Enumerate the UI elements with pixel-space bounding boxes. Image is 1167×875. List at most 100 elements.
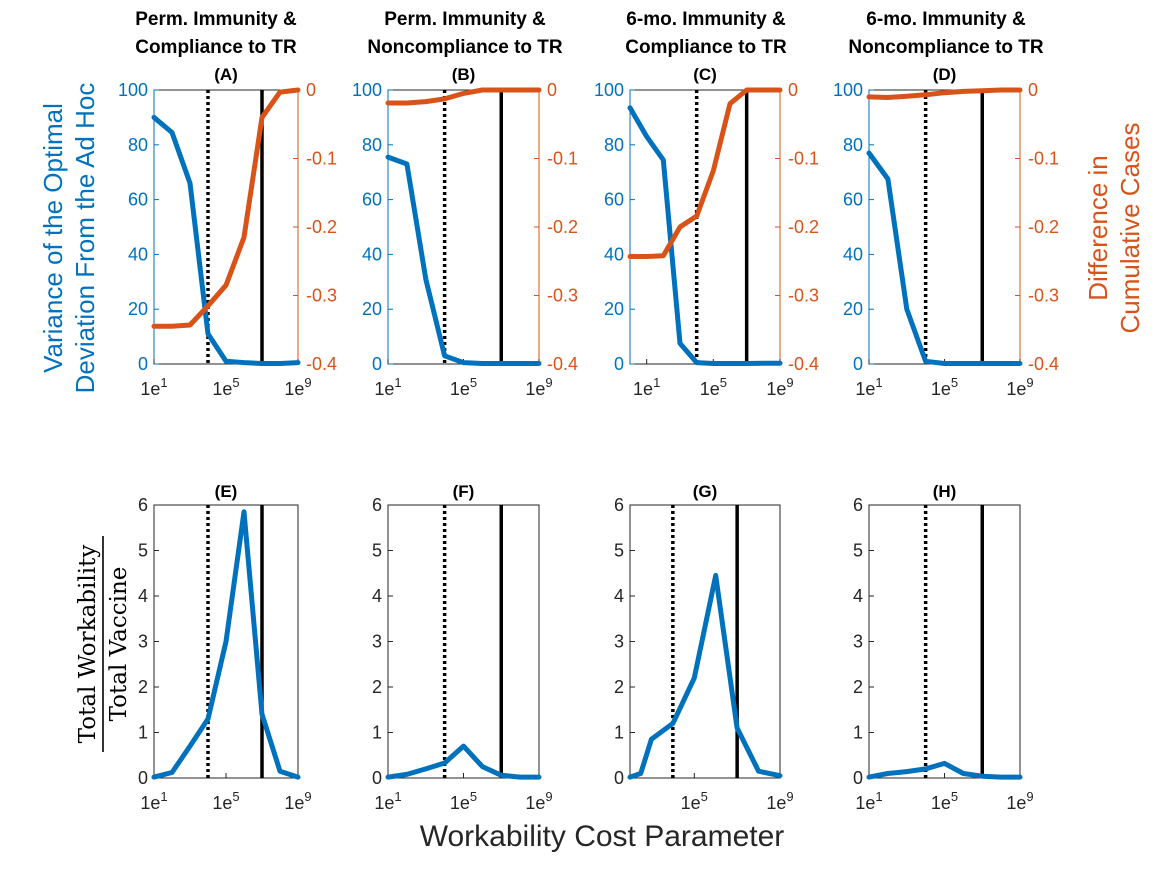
panel-a-title-line1: Perm. Immunity & <box>135 9 297 30</box>
panel-c-title-line2: Compliance to TR <box>625 37 787 58</box>
panel-h-label: (H) <box>933 482 957 501</box>
panel-g-label: (G) <box>693 482 718 501</box>
panel-d-ytick-label: 0 <box>853 354 863 374</box>
panel-g-ytick-label: 1 <box>614 723 624 743</box>
panel-d-ytick-label: 40 <box>843 244 863 264</box>
panel-a-axes-box <box>153 89 299 365</box>
right-ylabel-line1: Difference in <box>1083 155 1113 301</box>
panel-a-xtick-label: 1e5 <box>212 375 239 399</box>
panel-g-ytick-label: 6 <box>614 495 624 515</box>
bottom-ylabel: Total Workability Total Vaccine <box>75 536 132 752</box>
panel-f-axes-box <box>387 504 540 779</box>
panel-c-ytick-label: 100 <box>594 80 624 100</box>
panel-f-ytick-label: 0 <box>372 768 382 788</box>
panel-a-ytick-label: 100 <box>118 80 148 100</box>
panel-a-ytick-right-label: -0.1 <box>306 149 337 169</box>
panel-h-ytick-label: 1 <box>853 723 863 743</box>
panel-h-ytick-label: 6 <box>853 495 863 515</box>
panel-b-ytick-right-label: -0.1 <box>547 149 578 169</box>
panel-b-xtick-label: 1e1 <box>374 375 401 399</box>
panel-b-ytick-label: 100 <box>352 80 382 100</box>
panel-g-ytick-label: 5 <box>614 541 624 561</box>
panel-e-xtick-label: 1e1 <box>140 789 167 813</box>
panel-b-label: (B) <box>452 65 476 84</box>
panel-b-xtick-label: 1e5 <box>450 375 477 399</box>
panel-h-ytick-label: 4 <box>853 586 863 606</box>
panel-d-title-line1: 6-mo. Immunity & <box>866 9 1026 30</box>
panel-b-ytick-label: 40 <box>362 244 382 264</box>
panel-f-ytick-label: 6 <box>372 495 382 515</box>
panel-e-ytick-label: 2 <box>138 677 148 697</box>
panel-h-ytick-label: 0 <box>853 768 863 788</box>
panel-b-xtick-label: 1e9 <box>525 375 552 399</box>
panel-f-xtick-label: 1e9 <box>525 789 552 813</box>
panel-e-ytick-label: 3 <box>138 632 148 652</box>
panel-a-series-main-line <box>151 114 301 366</box>
panel-a-ytick-label: 80 <box>128 135 148 155</box>
panel-e-label: (E) <box>215 482 238 501</box>
panel-d-series-main-line <box>866 150 1023 366</box>
panel-c-series-main-line <box>627 105 783 366</box>
panel-h-xtick-label: 1e1 <box>855 789 882 813</box>
panel-f-ytick-label: 3 <box>372 632 382 652</box>
panel-c-ytick-label: 80 <box>604 135 624 155</box>
panel-b-title-line1: Perm. Immunity & <box>384 9 546 30</box>
panel-d-xtick-label: 1e5 <box>931 375 958 399</box>
panel-g-xtick-label: 1e9 <box>766 789 793 813</box>
panel-a-xtick-label: 1e1 <box>140 375 167 399</box>
panel-g-ytick-label: 4 <box>614 586 624 606</box>
left-ylabel: Variance of the Optimal Deviation From t… <box>38 83 100 394</box>
panel-d-ytick-label: 80 <box>843 135 863 155</box>
panel-e-xtick-label: 1e9 <box>284 789 311 813</box>
panel-d-title-line2: Noncompliance to TR <box>848 37 1044 58</box>
panel-c-ytick-label: 60 <box>604 190 624 210</box>
left-ylabel-line1: Variance of the Optimal <box>38 103 68 373</box>
panel-b-series-main-line <box>385 154 542 366</box>
bottom-ylabel-numerator: Total Workability <box>75 545 101 744</box>
panel-g-ytick-label: 2 <box>614 677 624 697</box>
panel-b-ytick-right-label: -0.4 <box>547 354 578 374</box>
panel-c-ytick-right-label: -0.3 <box>788 286 819 306</box>
panel-e-ytick-label: 0 <box>138 768 148 788</box>
panel-d-label: (D) <box>933 65 957 84</box>
panel-d-axes-box <box>868 89 1021 365</box>
panel-a-ytick-label: 40 <box>128 244 148 264</box>
panel-f-ytick-label: 2 <box>372 677 382 697</box>
panel-e-xtick-label: 1e5 <box>212 789 239 813</box>
panel-h-axes-box <box>868 504 1021 779</box>
panel-g: (G) 0 1 2 3 4 5 6 1e5 1e9 <box>614 482 794 813</box>
panel-c-xtick-label: 1e9 <box>766 375 793 399</box>
panel-c-ytick-right-label: -0.4 <box>788 354 819 374</box>
panel-e-ytick-label: 6 <box>138 495 148 515</box>
panel-c-axes-box <box>629 89 781 365</box>
panel-a-series-cases-line <box>151 87 301 329</box>
panel-d-xtick-label: 1e9 <box>1006 375 1033 399</box>
panel-g-ytick-label: 0 <box>614 768 624 788</box>
panel-a-ytick-label: 20 <box>128 299 148 319</box>
panel-d-ytick-right-label: 0 <box>1028 80 1038 100</box>
panel-d-ytick-label: 60 <box>843 190 863 210</box>
panel-d-ytick-right-label: -0.1 <box>1028 149 1059 169</box>
panel-d-series-cases-line <box>866 87 1023 100</box>
bottom-ylabel-denominator: Total Vaccine <box>106 567 132 722</box>
panel-f-ytick-label: 5 <box>372 541 382 561</box>
panel-d-ytick-label: 100 <box>833 80 863 100</box>
panel-g-series-main-line <box>627 573 783 780</box>
panel-h-ytick-label: 2 <box>853 677 863 697</box>
panel-a-ytick-right-label: -0.2 <box>306 217 337 237</box>
panel-b-ytick-label: 20 <box>362 299 382 319</box>
panel-c-xtick-label: 1e5 <box>700 375 727 399</box>
panel-e: (E) 0 1 2 3 4 5 6 1e1 1e5 1e9 <box>138 482 312 813</box>
panel-f-xtick-label: 1e1 <box>374 789 401 813</box>
panel-h-series-main-line <box>866 760 1023 780</box>
panel-f: (F) 0 1 2 3 4 5 6 1e1 1e5 1e9 <box>372 482 553 813</box>
panel-g-ytick-label: 3 <box>614 632 624 652</box>
panel-c-title-line1: 6-mo. Immunity & <box>626 9 786 30</box>
panel-d-ytick-right-label: -0.3 <box>1028 286 1059 306</box>
panel-a-title-line2: Compliance to TR <box>135 37 297 58</box>
